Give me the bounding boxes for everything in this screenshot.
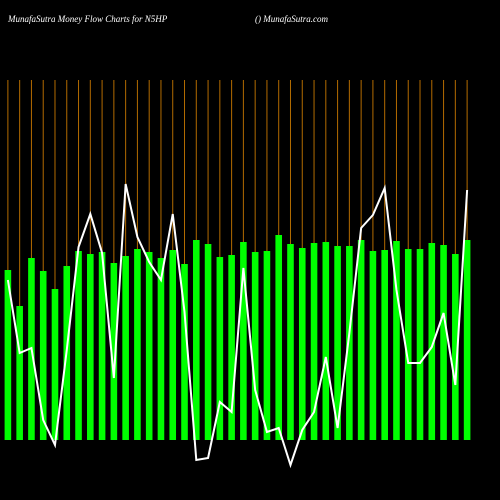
bar — [440, 245, 447, 440]
bar — [416, 249, 424, 440]
bar — [228, 255, 235, 440]
bar — [452, 254, 459, 440]
bar — [51, 289, 59, 440]
bar — [216, 257, 224, 440]
bar — [263, 251, 271, 440]
bar — [322, 242, 330, 440]
bar — [4, 270, 12, 440]
bar — [98, 252, 106, 440]
bar — [463, 240, 471, 440]
bar — [310, 243, 318, 440]
chart-subtitle: () MunafaSutra.com — [255, 14, 328, 24]
bar — [240, 242, 247, 440]
bar — [157, 258, 165, 440]
bar — [275, 235, 283, 440]
bar — [145, 252, 153, 440]
bar — [251, 252, 259, 440]
bar — [346, 246, 353, 440]
bar — [357, 240, 365, 440]
bar — [404, 249, 412, 440]
bar — [181, 264, 188, 440]
bar — [16, 306, 23, 440]
bar — [122, 256, 129, 440]
bar — [204, 244, 212, 440]
bar — [134, 249, 141, 440]
money-flow-line — [6, 183, 469, 469]
bar — [39, 271, 47, 440]
bar — [287, 244, 294, 440]
bar — [334, 246, 341, 440]
bar — [192, 240, 200, 440]
bar — [298, 248, 306, 440]
bar — [381, 250, 388, 440]
bar — [110, 263, 118, 440]
bar — [369, 251, 377, 440]
chart-title: MunafaSutra Money Flow Charts for N5HP — [7, 14, 168, 24]
bar — [169, 250, 177, 440]
bar — [428, 243, 436, 440]
bar — [87, 254, 94, 440]
bar — [75, 251, 82, 440]
bar — [393, 241, 400, 440]
